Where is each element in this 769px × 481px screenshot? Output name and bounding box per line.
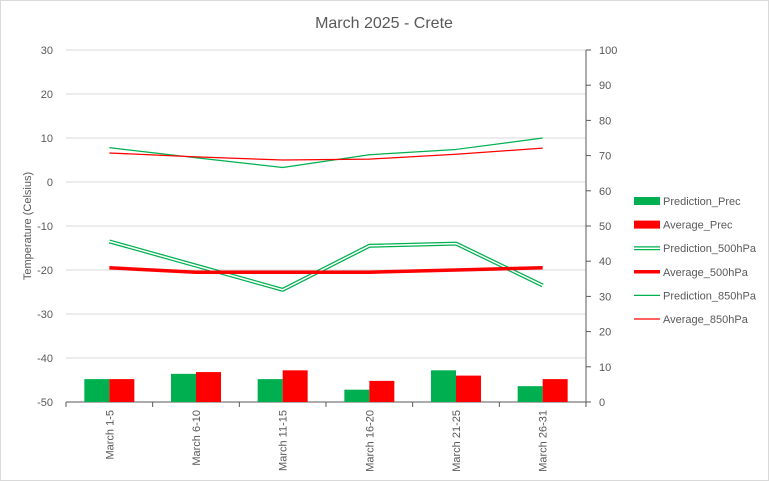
y2-tick-label: 40 bbox=[599, 256, 611, 268]
bar-average-prec bbox=[369, 380, 395, 402]
y2-tick-label: 30 bbox=[599, 291, 611, 303]
y-axis-title: Temperature (Celsius) bbox=[22, 172, 34, 280]
line-prediction-500hpa-inner bbox=[109, 240, 543, 291]
y-tick-label: 10 bbox=[41, 133, 53, 145]
legend-label-prediction-850hpa: Prediction_850hPa bbox=[663, 290, 757, 302]
x-tick-label: March 11-15 bbox=[278, 410, 290, 471]
y2-tick-label: 0 bbox=[599, 397, 605, 409]
y2-tick-label: 10 bbox=[599, 362, 611, 374]
line-prediction-500hpa bbox=[108, 239, 544, 292]
bar-prediction-prec bbox=[171, 373, 196, 402]
legend-label-average-850hpa: Average_850hPa bbox=[663, 314, 749, 326]
x-tick-label: March 21-25 bbox=[451, 410, 463, 472]
y2-tick-label: 100 bbox=[599, 45, 617, 57]
bar-prediction-prec bbox=[344, 389, 370, 402]
legend-label-average-prec: Average_Prec bbox=[663, 220, 733, 232]
line-average-850hpa bbox=[109, 147, 543, 161]
y2-tick-label: 60 bbox=[599, 186, 611, 198]
bars bbox=[84, 370, 568, 402]
y-tick-label: 20 bbox=[41, 89, 53, 101]
bar-prediction-prec bbox=[84, 379, 110, 402]
axes: 3020100-10-20-30-40-50100908070605040302… bbox=[37, 45, 617, 472]
bar-prediction-prec bbox=[257, 379, 283, 402]
y-tick-label: -20 bbox=[37, 265, 53, 277]
legend-swatch-prediction-prec bbox=[634, 197, 660, 205]
y-tick-label: 0 bbox=[47, 177, 53, 189]
x-tick-label: March 16-20 bbox=[364, 410, 376, 472]
legend-label-prediction-prec: Prediction_Prec bbox=[663, 196, 741, 208]
lines bbox=[108, 137, 544, 292]
y-tick-label: -30 bbox=[37, 309, 53, 321]
bar-prediction-prec bbox=[517, 386, 543, 402]
bar-average-prec bbox=[196, 372, 221, 402]
y2-tick-label: 90 bbox=[599, 80, 611, 92]
y2-tick-label: 50 bbox=[599, 221, 611, 233]
y-tick-label: -40 bbox=[37, 353, 53, 365]
y-tick-label: -50 bbox=[37, 397, 53, 409]
y-tick-label: 30 bbox=[41, 45, 53, 57]
legend-label-prediction-500hpa: Prediction_500hPa bbox=[663, 243, 757, 255]
y2-tick-label: 70 bbox=[599, 151, 611, 163]
y2-tick-label: 20 bbox=[599, 327, 611, 339]
legend-swatch-average-prec bbox=[634, 220, 660, 229]
y2-tick-label: 80 bbox=[599, 115, 611, 127]
bar-average-prec bbox=[109, 379, 135, 402]
bar-average-prec bbox=[282, 370, 308, 402]
chart-title: March 2025 - Crete bbox=[315, 15, 453, 32]
x-tick-label: March 26-31 bbox=[538, 410, 550, 472]
grid bbox=[66, 49, 586, 359]
bar-average-prec bbox=[456, 375, 481, 402]
bar-prediction-prec bbox=[431, 370, 456, 402]
bar-average-prec bbox=[542, 379, 568, 402]
line-average-500hpa bbox=[109, 266, 543, 274]
x-tick-label: March 1-5 bbox=[104, 410, 116, 460]
legend-label-average-500hpa: Average_500hPa bbox=[663, 267, 749, 279]
x-tick-label: March 6-10 bbox=[191, 410, 203, 466]
y-tick-label: -10 bbox=[37, 221, 53, 233]
legend: Prediction_Prec Average_Prec Prediction_50… bbox=[634, 196, 757, 326]
